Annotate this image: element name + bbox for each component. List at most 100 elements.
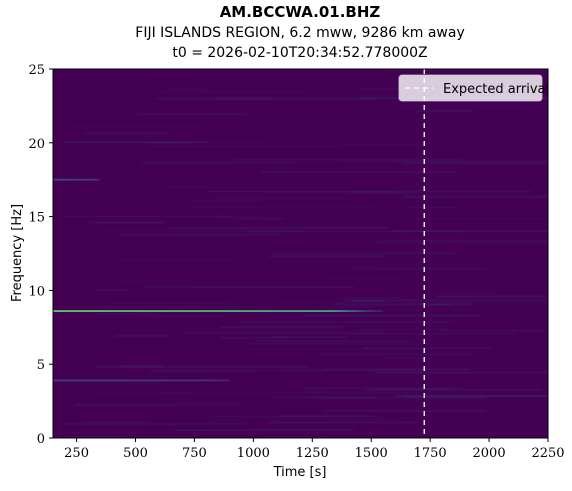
noise-band xyxy=(189,199,260,201)
noise-band xyxy=(62,422,246,425)
noise-band xyxy=(435,295,548,298)
noise-band xyxy=(245,230,468,233)
noise-band xyxy=(366,388,542,391)
noise-band xyxy=(308,391,416,394)
noise-band xyxy=(116,279,189,282)
legend-label-expected-arrival: Expected arrival xyxy=(443,82,549,97)
noise-band xyxy=(208,190,397,193)
noise-band xyxy=(375,388,447,391)
noise-band xyxy=(418,304,453,306)
noise-band xyxy=(330,418,396,421)
noise-band xyxy=(106,82,153,84)
noise-band xyxy=(147,145,338,148)
x-axis-ticks: 250 500 750 1000 1250 1500 1750 2000 2250 xyxy=(64,438,565,461)
noise-band xyxy=(344,299,548,302)
noise-band xyxy=(156,97,375,100)
y-axis-ticks: 0 5 10 15 20 25 xyxy=(28,63,53,447)
y-tick-label: 15 xyxy=(28,211,45,226)
x-tick-label: 2000 xyxy=(473,446,506,461)
noise-band xyxy=(142,246,184,248)
noise-band xyxy=(181,331,385,335)
x-tick-label: 1000 xyxy=(237,446,270,461)
noise-band xyxy=(238,321,453,323)
y-tick-label: 25 xyxy=(28,63,45,78)
noise-band xyxy=(377,268,495,271)
noise-band xyxy=(419,125,548,127)
legend-box xyxy=(398,74,543,102)
noise-band xyxy=(277,301,396,304)
noise-band xyxy=(73,403,243,406)
noise-band xyxy=(161,90,304,93)
noise-band xyxy=(256,340,410,343)
noise-band xyxy=(185,206,384,208)
spectrogram-texture xyxy=(53,69,548,438)
noise-band xyxy=(303,314,480,317)
noise-band xyxy=(273,252,459,255)
spectral-features xyxy=(53,178,383,382)
noise-band xyxy=(402,195,548,198)
noise-band xyxy=(318,397,485,399)
noise-band xyxy=(167,186,213,188)
noise-band xyxy=(174,429,354,432)
noise-band xyxy=(339,143,428,146)
plot-frame xyxy=(52,68,549,439)
y-tick-label: 5 xyxy=(37,358,45,373)
noise-band xyxy=(338,297,401,299)
chart-title: AM.BCCWA.01.BHZ xyxy=(219,3,381,21)
noise-band xyxy=(214,197,344,200)
noise-band xyxy=(92,289,132,291)
noise-band xyxy=(148,142,269,144)
noise-band xyxy=(267,436,324,438)
noise-band xyxy=(320,353,477,356)
x-tick-label: 500 xyxy=(123,446,148,461)
x-tick-label: 1500 xyxy=(355,446,388,461)
noise-band xyxy=(222,306,259,309)
noise-band xyxy=(297,111,478,113)
noise-band xyxy=(363,347,493,350)
noise-band xyxy=(93,312,158,316)
noise-band xyxy=(74,404,178,407)
noise-band xyxy=(62,141,208,144)
noise-band xyxy=(394,394,548,398)
noise-band xyxy=(98,392,191,394)
noise-band xyxy=(385,357,433,360)
spectral-line xyxy=(53,178,101,181)
noise-band xyxy=(322,277,406,279)
noise-band xyxy=(94,365,309,369)
noise-band xyxy=(382,239,548,242)
noise-band xyxy=(140,314,226,318)
plot-background xyxy=(53,69,548,438)
noise-band xyxy=(263,191,417,195)
noise-band xyxy=(64,142,189,144)
noise-band xyxy=(148,370,254,373)
noise-band xyxy=(151,72,197,75)
noise-band xyxy=(89,221,167,224)
noise-band xyxy=(234,217,285,220)
noise-band xyxy=(287,368,468,371)
legend[interactable]: Expected arrival xyxy=(398,74,549,102)
noise-band xyxy=(427,292,496,294)
x-tick-label: 2250 xyxy=(531,446,564,461)
noise-band xyxy=(166,88,203,90)
noise-band xyxy=(169,227,388,230)
noise-band xyxy=(402,162,548,165)
x-tick-label: 750 xyxy=(182,446,207,461)
noise-band xyxy=(269,421,418,424)
noise-band xyxy=(114,334,170,338)
noise-band xyxy=(373,241,548,244)
noise-band xyxy=(392,160,548,163)
noise-band xyxy=(104,229,302,233)
noise-band xyxy=(110,302,232,304)
noise-band xyxy=(53,240,108,242)
noise-band xyxy=(398,302,548,305)
chart-t0-label: t0 = 2026-02-10T20:34:52.778000Z xyxy=(172,45,428,61)
noise-band xyxy=(304,387,462,390)
noise-band xyxy=(141,161,296,164)
noise-band xyxy=(350,333,517,335)
spectral-line xyxy=(53,310,383,312)
noise-band xyxy=(323,368,470,371)
noise-band xyxy=(246,342,415,345)
noise-band xyxy=(352,299,386,302)
noise-band xyxy=(118,258,230,261)
noise-band xyxy=(412,217,548,220)
